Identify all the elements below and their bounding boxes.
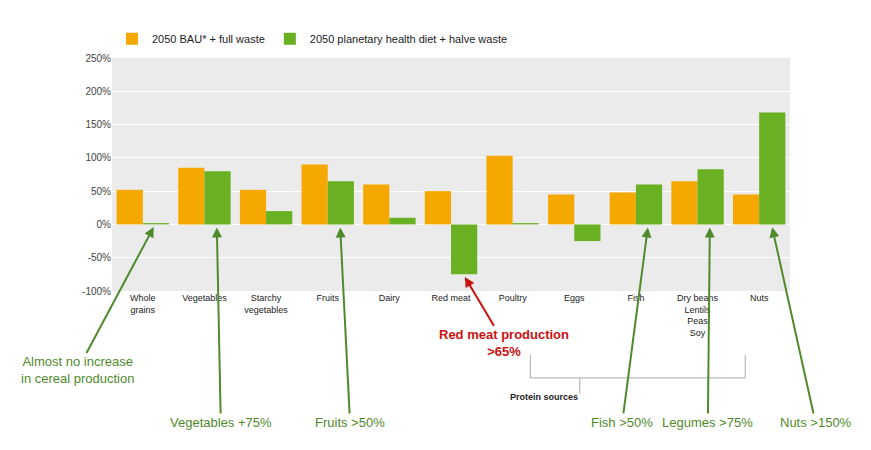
svg-text:Nuts >150%: Nuts >150% [780,415,852,430]
svg-text:0%: 0% [97,219,112,230]
svg-text:150%: 150% [85,119,111,130]
svg-text:200%: 200% [85,86,111,97]
svg-text:-50%: -50% [88,252,111,263]
svg-text:Eggs: Eggs [564,293,585,303]
svg-text:Almost no increasein cereal pr: Almost no increasein cereal production [21,354,134,386]
svg-text:Fruits >50%: Fruits >50% [315,415,385,430]
svg-text:Vegetables: Vegetables [182,293,227,303]
svg-text:Fish: Fish [627,293,644,303]
svg-text:50%: 50% [91,186,111,197]
svg-text:100%: 100% [85,152,111,163]
svg-text:250%: 250% [85,53,111,64]
svg-text:Legumes >75%: Legumes >75% [662,415,753,430]
svg-text:Poultry: Poultry [499,293,528,303]
svg-text:-100%: -100% [82,286,111,297]
svg-text:Dry beansLentilsPeasSoy: Dry beansLentilsPeasSoy [677,293,719,338]
svg-text:2050 planetary health diet + h: 2050 planetary health diet + halve waste [310,33,507,45]
svg-text:Protein sources: Protein sources [510,392,578,402]
svg-text:Nuts: Nuts [750,293,769,303]
svg-text:Red meat production>65%: Red meat production>65% [439,327,569,359]
svg-text:2050 BAU* + full waste: 2050 BAU* + full waste [152,33,265,45]
svg-text:Wholegrains: Wholegrains [130,293,156,315]
svg-text:Starchyvegetables: Starchyvegetables [244,293,288,315]
svg-text:Dairy: Dairy [379,293,401,303]
svg-text:Vegetables +75%: Vegetables +75% [170,415,272,430]
svg-text:Fruits: Fruits [316,293,339,303]
svg-text:Fish >50%: Fish >50% [591,415,653,430]
svg-text:Red meat: Red meat [431,293,471,303]
